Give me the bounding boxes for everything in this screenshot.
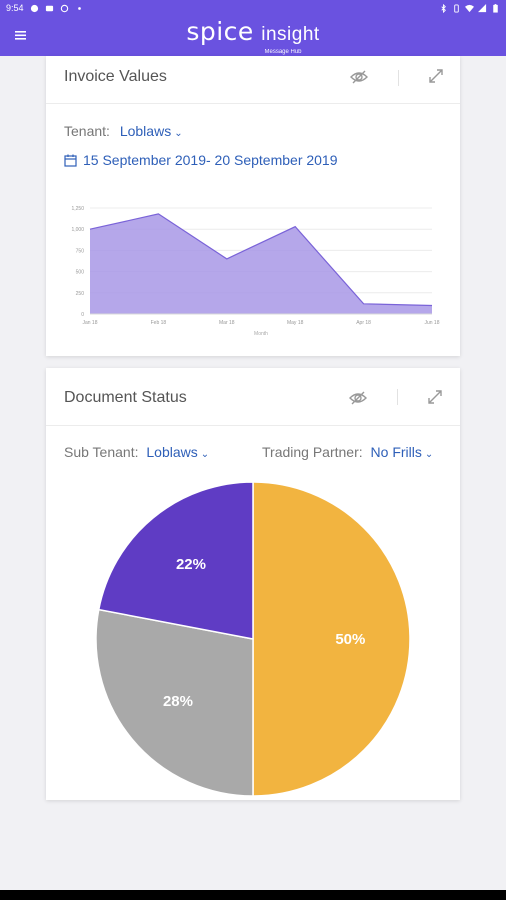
y-tick-label: 1,250 xyxy=(71,206,84,212)
status-bar: 9:54 xyxy=(0,0,506,16)
trading-partner-dropdown[interactable]: No Frills ⌄ xyxy=(371,444,434,460)
battery-icon xyxy=(493,3,498,13)
tenant-value: Loblaws xyxy=(119,123,172,139)
invoice-area-chart: 0 250 500 750 1,000 1,250 Jan 18 Feb 18 Mar 18 Ma… xyxy=(71,206,439,337)
trading-partner-value: No Frills xyxy=(370,444,422,460)
tenant-row: Tenant: Loblaws ⌄ xyxy=(64,123,183,139)
vibrate-icon xyxy=(454,3,459,13)
x-tick-label: Jun 18 xyxy=(424,320,439,326)
pie-slice[interactable] xyxy=(95,608,254,797)
message-icon xyxy=(45,5,53,11)
y-tick-label: 750 xyxy=(76,248,85,254)
logo-text: spice xyxy=(186,17,254,46)
invoice-card-header: Invoice Values xyxy=(46,56,460,104)
pie-slice[interactable] xyxy=(97,482,254,640)
status-time: 9:54 xyxy=(6,3,24,13)
date-range-picker[interactable]: 15 September 2019- 20 September 2019 xyxy=(64,152,338,168)
calendar-icon xyxy=(64,154,77,167)
x-tick-label: May 18 xyxy=(287,320,304,326)
logo-subtitle: Message Hub xyxy=(264,49,302,55)
logo-text-2: insight xyxy=(261,24,320,45)
y-tick-label: 500 xyxy=(76,270,85,276)
x-tick-label: Apr 18 xyxy=(356,320,371,326)
hide-eye-icon[interactable] xyxy=(348,388,368,408)
x-tick-label: Mar 18 xyxy=(219,320,235,326)
notification-icon xyxy=(30,4,38,12)
y-tick-label: 0 xyxy=(81,312,84,318)
invoice-card-title: Invoice Values xyxy=(64,68,167,85)
navigation-bar xyxy=(0,890,506,900)
document-status-card: Document Status Sub Tenant: Loblaws ⌄ Tra… xyxy=(46,368,460,800)
date-range-text: 15 September 2019- 20 September 2019 xyxy=(83,152,338,168)
pie-slice[interactable] xyxy=(252,482,411,797)
hamburger-icon xyxy=(15,31,26,40)
invoice-values-card: Invoice Values Tenant: Loblaws ⌄ 15 Septe… xyxy=(46,56,460,356)
dot-icon xyxy=(77,6,81,10)
menu-button[interactable] xyxy=(14,28,32,44)
document-card-header: Document Status xyxy=(46,368,460,426)
sub-tenant-row: Sub Tenant: Loblaws ⌄ xyxy=(64,444,209,460)
hide-eye-icon[interactable] xyxy=(349,67,369,87)
chevron-down-icon: ⌄ xyxy=(424,449,434,460)
pie-slice-label: 22% xyxy=(176,556,206,573)
sub-tenant-value: Loblaws xyxy=(146,444,198,460)
x-axis-label: Month xyxy=(254,331,268,337)
chevron-down-icon: ⌄ xyxy=(200,449,210,460)
app-logo: spice insight Message Hub xyxy=(0,18,506,56)
bluetooth-icon xyxy=(441,3,446,13)
document-status-pie-chart: 50% 28% 22% xyxy=(95,482,411,797)
pie-slice-label: 50% xyxy=(335,631,365,648)
sub-tenant-dropdown[interactable]: Loblaws ⌄ xyxy=(146,444,209,460)
y-tick-label: 1,000 xyxy=(71,227,84,233)
area-series-line xyxy=(89,213,433,307)
document-card-title: Document Status xyxy=(64,389,187,406)
chevron-down-icon: ⌄ xyxy=(174,128,183,139)
area-series-fill xyxy=(90,213,432,314)
pie-slice-label: 28% xyxy=(163,693,193,710)
x-tick-label: Feb 18 xyxy=(151,320,167,326)
x-tick-label: Jan 18 xyxy=(82,320,97,326)
tenant-dropdown[interactable]: Loblaws ⌄ xyxy=(120,123,183,139)
header-divider xyxy=(398,70,399,86)
sub-tenant-label: Sub Tenant: xyxy=(64,444,139,460)
tenant-label: Tenant: xyxy=(64,123,110,139)
header-divider xyxy=(397,389,398,405)
expand-icon[interactable] xyxy=(426,66,446,86)
app-bar: spice insight Message Hub xyxy=(0,16,506,56)
wifi-icon xyxy=(465,4,474,12)
y-tick-label: 250 xyxy=(76,291,85,297)
trading-partner-label: Trading Partner: xyxy=(262,444,363,460)
trading-partner-row: Trading Partner: No Frills ⌄ xyxy=(262,444,433,460)
expand-icon[interactable] xyxy=(425,387,445,407)
sync-icon xyxy=(60,4,68,12)
signal-icon xyxy=(478,3,487,12)
